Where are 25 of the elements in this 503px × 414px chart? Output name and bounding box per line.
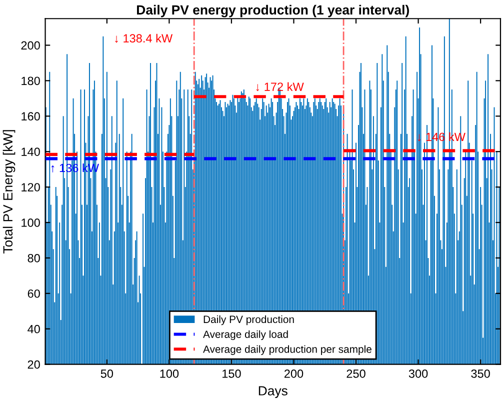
y-tick-label: 160 [22, 112, 40, 121]
y-tick-label: 180 [22, 76, 40, 86]
y-axis-title: Total PV Energy [kW] [2, 130, 16, 254]
x-axis-title: Days [258, 386, 288, 398]
y-tick-label: 60 [28, 289, 40, 298]
x-tick-label: 250 [346, 369, 366, 378]
annotation: ↓ 172 kW [256, 82, 304, 92]
legend-label: Daily PV production [204, 315, 294, 326]
chart-title: Daily PV energy production (1 year interval) [137, 4, 409, 18]
y-tick-label: 120 [22, 183, 40, 192]
x-tick-label: 350 [471, 369, 490, 378]
y-tick-label: 200 [21, 41, 40, 50]
x-tick-label: 50 [100, 369, 114, 378]
legend-label: Average daily production per sample [203, 345, 372, 355]
y-tick-label: 80 [28, 254, 40, 262]
x-tick-label: 150 [222, 369, 241, 378]
y-tick-label: 40 [28, 324, 40, 334]
x-tick-label: 200 [284, 369, 304, 378]
x-tick-label: 300 [408, 369, 428, 378]
legend-label: Average daily load [203, 330, 288, 340]
y-tick-label: 100 [22, 218, 40, 227]
y-tick-label: 20 [28, 360, 40, 369]
annotation: ↓ 138.4 kW [115, 34, 173, 43]
x-tick-label: 100 [160, 369, 179, 378]
y-tick-label: 140 [22, 148, 40, 156]
